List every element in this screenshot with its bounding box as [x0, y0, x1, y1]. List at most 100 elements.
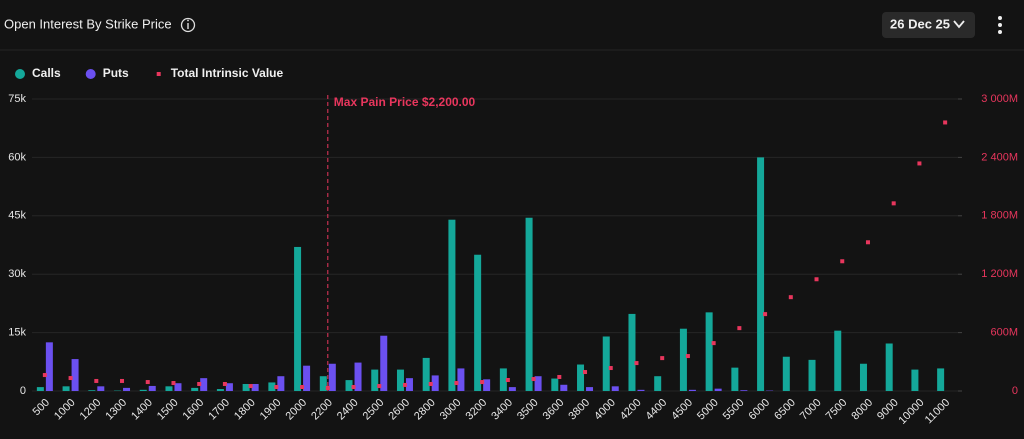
bar — [705, 312, 713, 391]
intrinsic-point — [840, 259, 845, 264]
bar — [165, 386, 173, 391]
bar — [499, 368, 507, 391]
y-tick-label: 45k — [8, 210, 26, 222]
bar — [577, 364, 585, 391]
bar — [303, 365, 311, 391]
bar — [782, 356, 790, 391]
bar — [62, 386, 70, 391]
y2-tick-label: 1 200M — [981, 268, 1018, 280]
intrinsic-point — [891, 201, 896, 206]
intrinsic-point — [917, 161, 922, 166]
y2-tick-label: 1 800M — [981, 210, 1018, 222]
intrinsic-point — [325, 385, 330, 390]
intrinsic-point — [480, 380, 485, 385]
intrinsic-point — [197, 381, 202, 386]
bar — [268, 382, 276, 391]
bar — [885, 343, 893, 391]
intrinsic-point — [351, 385, 356, 390]
bar — [422, 357, 430, 391]
bar — [937, 368, 945, 391]
intrinsic-point — [557, 374, 562, 379]
bar — [277, 376, 285, 391]
intrinsic-point — [583, 370, 588, 375]
intrinsic-point — [865, 240, 870, 245]
intrinsic-point — [300, 385, 305, 390]
bar — [508, 387, 516, 391]
date-label: 26 Dec 25 — [890, 16, 950, 31]
bar — [637, 389, 645, 391]
bar — [551, 378, 559, 391]
bar — [174, 383, 182, 391]
bar — [474, 254, 482, 391]
bar — [216, 389, 224, 391]
bar — [448, 219, 456, 391]
date-dropdown[interactable]: 26 Dec 25 — [882, 12, 975, 38]
bar — [834, 330, 842, 391]
bar — [97, 386, 105, 391]
bar — [628, 313, 636, 391]
intrinsic-point — [531, 377, 536, 382]
intrinsic-point — [711, 341, 716, 346]
intrinsic-point — [428, 381, 433, 386]
bar — [139, 389, 147, 391]
bar — [859, 363, 867, 391]
bar — [396, 369, 404, 391]
intrinsic-point — [505, 378, 510, 383]
bar — [71, 359, 79, 391]
intrinsic-point — [814, 277, 819, 282]
bar — [242, 383, 250, 391]
bar — [200, 378, 208, 391]
y-tick-label: 60k — [8, 151, 26, 163]
bar — [586, 387, 594, 391]
info-icon[interactable] — [180, 17, 196, 33]
bar — [45, 342, 53, 391]
menu-icon[interactable] — [998, 16, 1002, 34]
title: Open Interest By Strike Price — [4, 16, 172, 31]
bar — [679, 328, 687, 391]
bar — [431, 375, 439, 391]
intrinsic-point — [788, 295, 793, 300]
bar — [345, 380, 353, 391]
intrinsic-point — [402, 382, 407, 387]
y2-tick-label: 0 — [1012, 385, 1018, 397]
y2-tick-label: 3 000M — [981, 93, 1018, 105]
y2-tick-label: 2 400M — [981, 151, 1018, 163]
bar — [294, 246, 302, 391]
max-pain-label: Max Pain Price $2,200.00 — [334, 95, 476, 109]
bar — [714, 388, 722, 391]
intrinsic-point — [171, 381, 176, 386]
y-tick-label: 75k — [8, 93, 26, 105]
bar — [328, 363, 336, 391]
bar — [483, 379, 491, 391]
legend-marker — [15, 69, 25, 79]
legend-label: Calls — [32, 66, 61, 80]
legend-label: Total Intrinsic Value — [171, 66, 284, 80]
bar — [560, 384, 568, 391]
bar — [148, 385, 156, 391]
bar — [808, 359, 816, 391]
y-tick-label: 15k — [8, 327, 26, 339]
legend-label: Puts — [103, 66, 129, 80]
intrinsic-point — [145, 380, 150, 385]
bar — [688, 389, 696, 391]
bar — [757, 157, 765, 391]
intrinsic-point — [42, 373, 47, 378]
bar — [534, 376, 542, 391]
bar — [654, 376, 662, 391]
y-tick-label: 0 — [20, 385, 26, 397]
intrinsic-point — [660, 356, 665, 361]
bar — [602, 336, 610, 391]
legend-marker — [85, 69, 96, 79]
intrinsic-point — [454, 381, 459, 386]
intrinsic-point — [608, 366, 613, 371]
intrinsic-point — [685, 354, 690, 359]
bar — [251, 383, 259, 391]
bar — [88, 390, 96, 391]
intrinsic-point — [737, 326, 742, 331]
bar — [354, 362, 362, 391]
y-tick-label: 30k — [8, 268, 26, 280]
bar — [191, 387, 199, 391]
bar — [319, 376, 327, 391]
